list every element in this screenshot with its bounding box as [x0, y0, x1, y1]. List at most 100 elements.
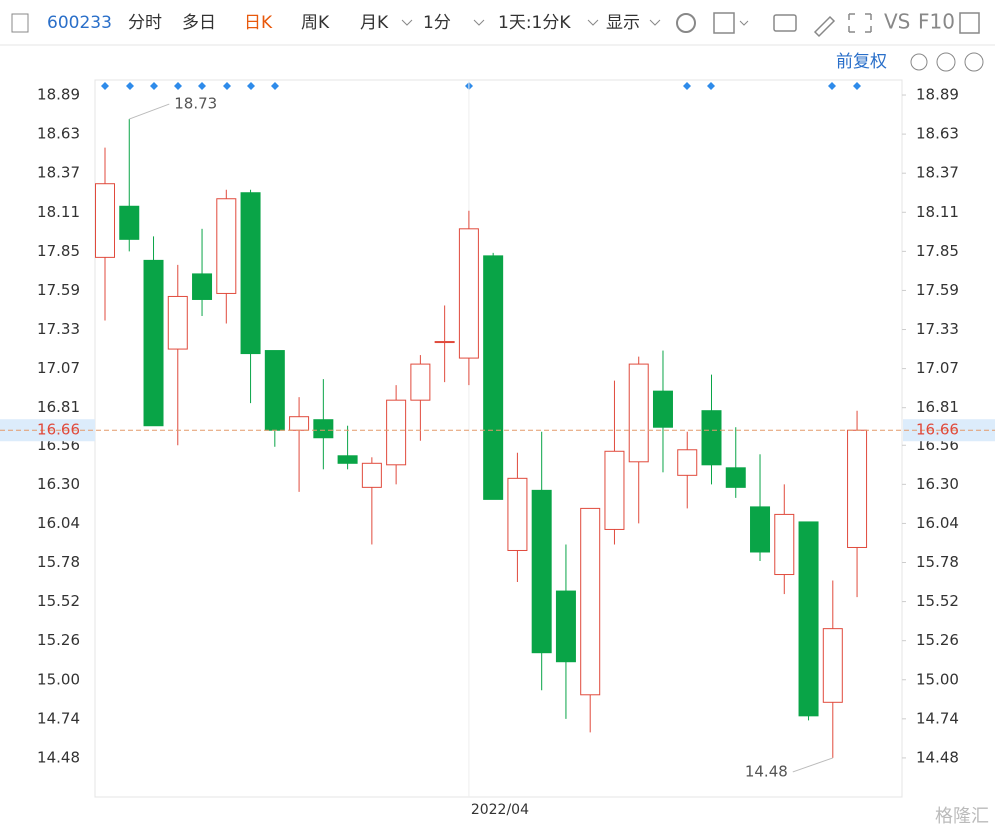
y2-tick-label: 16.30 — [916, 475, 959, 493]
y-tick-label: 14.48 — [37, 748, 80, 766]
y-tick-label: 15.26 — [37, 631, 80, 649]
adjust-button[interactable]: 前复权 — [836, 52, 887, 72]
candle-body — [410, 363, 431, 401]
tab[interactable]: 多日 — [182, 13, 216, 33]
y2-tick-label: 18.63 — [916, 125, 959, 143]
period-select[interactable]: 1天:1分K — [498, 13, 571, 33]
settings-icon[interactable] — [676, 13, 696, 33]
candle-body — [95, 183, 115, 258]
y2-tick-label: 18.89 — [916, 86, 959, 104]
high-annotation: 18.73 — [174, 95, 217, 113]
candle-body — [361, 462, 382, 488]
tab-active[interactable]: 日K — [244, 13, 273, 33]
chevron — [649, 19, 661, 26]
candle-body — [750, 506, 771, 553]
candle-body — [216, 198, 237, 294]
candle-body — [531, 489, 552, 654]
y-tick-label: 16.81 — [37, 398, 80, 416]
candle-body — [119, 205, 140, 240]
candle-body — [337, 455, 358, 464]
candle-body — [652, 390, 673, 428]
layout-icon[interactable] — [713, 12, 735, 34]
candle-body — [313, 419, 334, 439]
y-tick-label: 18.63 — [37, 125, 80, 143]
y2-tick-label: 15.00 — [916, 670, 959, 688]
y2-tick-label: 16.81 — [916, 398, 959, 416]
y-tick-label: 16.04 — [37, 514, 80, 532]
price-highlight — [0, 419, 95, 442]
last-price-label: 16.66 — [37, 421, 80, 439]
y2-tick-label: 15.52 — [916, 592, 959, 610]
tab[interactable]: 分时 — [128, 13, 162, 33]
y2-tick-label: 17.33 — [916, 320, 959, 338]
y-tick-label: 16.30 — [37, 475, 80, 493]
x-tick-label: 2022/04 — [471, 802, 529, 818]
tab[interactable]: 1分 — [423, 13, 451, 33]
tab[interactable]: 月K — [360, 13, 389, 33]
candle-body — [143, 259, 164, 427]
candle-body — [677, 449, 698, 476]
y2-tick-label: 14.74 — [916, 709, 959, 727]
menu-icon[interactable] — [11, 13, 29, 33]
candle-body — [580, 507, 601, 696]
y-tick-label: 15.00 — [37, 670, 80, 688]
candle-body — [240, 192, 261, 355]
y2-tick-label: 17.07 — [916, 359, 959, 377]
y2-tick-label: 18.11 — [916, 203, 959, 221]
candle-body — [434, 341, 455, 344]
zoom-in-icon[interactable] — [964, 52, 984, 72]
candle-body — [483, 255, 504, 500]
camera-icon[interactable] — [773, 14, 797, 32]
event-marker[interactable] — [101, 82, 861, 90]
candle-body — [386, 399, 407, 466]
y-tick-label: 17.85 — [37, 242, 80, 260]
chevron — [739, 20, 749, 26]
candle-body — [167, 295, 188, 350]
chevron — [473, 19, 485, 26]
vs-button[interactable]: VS — [884, 10, 910, 34]
y-tick-label: 17.33 — [37, 320, 80, 338]
y2-tick-label: 14.48 — [916, 748, 959, 766]
fullscreen-icon[interactable] — [848, 13, 872, 33]
tab[interactable]: 周K — [301, 13, 330, 33]
candle-body — [289, 416, 310, 431]
candle-body — [507, 477, 528, 551]
watermark: 格隆汇 — [935, 806, 989, 827]
f10-button[interactable]: F10 — [918, 10, 955, 34]
stock-code[interactable]: 600233 — [47, 13, 112, 33]
y-tick-label: 18.89 — [37, 86, 80, 104]
y-tick-label: 17.07 — [37, 359, 80, 377]
y2-tick-label: 18.37 — [916, 164, 959, 182]
candle-body — [701, 410, 722, 466]
candle-body — [555, 590, 576, 663]
undo-icon[interactable] — [910, 53, 928, 71]
display-select[interactable]: 显示 — [606, 13, 640, 33]
zoom-out-icon[interactable] — [936, 52, 956, 72]
last-price-label: 16.66 — [916, 421, 959, 439]
event-markers — [101, 82, 861, 90]
candle-body — [192, 273, 213, 300]
candle-body — [458, 228, 479, 359]
candle-body — [725, 467, 746, 488]
chevron — [401, 19, 413, 26]
y-tick-label: 15.52 — [37, 592, 80, 610]
annotation-leader — [792, 757, 833, 773]
y2-tick-label: 17.85 — [916, 242, 959, 260]
annotation-leader — [129, 103, 170, 120]
y-tick-label: 14.74 — [37, 709, 80, 727]
candle-body — [628, 363, 649, 463]
y-tick-label: 18.37 — [37, 164, 80, 182]
candle-body — [847, 429, 868, 548]
low-annotation: 14.48 — [745, 762, 788, 780]
candle-body — [264, 350, 285, 431]
candle-body — [822, 628, 843, 703]
candle-body — [774, 513, 795, 576]
panel-icon[interactable] — [959, 12, 980, 34]
y-tick-label: 15.78 — [37, 553, 80, 571]
y-tick-label: 18.11 — [37, 203, 80, 221]
y2-tick-label: 17.59 — [916, 281, 959, 299]
draw-icon[interactable] — [813, 15, 836, 38]
candle-body — [604, 450, 625, 530]
